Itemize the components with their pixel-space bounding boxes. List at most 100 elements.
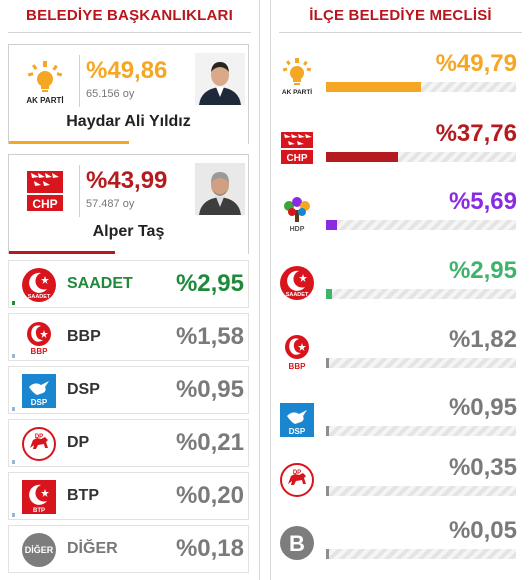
akparti-logo-text: AK PARTİ (282, 88, 312, 96)
party-percent: %0,95 (175, 376, 244, 403)
party-mini-bar (12, 407, 15, 411)
party-percent: %2,95 (175, 270, 244, 297)
diger-logo-text: DİĞER (25, 544, 54, 555)
party-row-dp[interactable]: DP DP %0,21 (8, 419, 249, 467)
party-name: DP (67, 434, 90, 451)
council-bar-track (326, 220, 516, 230)
party-mini-bar (12, 354, 15, 358)
council-percent: %1,82 (448, 326, 517, 353)
council-bar-fill (326, 220, 337, 230)
council-percent: %37,76 (435, 120, 517, 147)
party-row-saadet[interactable]: SAADET SAADET %2,95 (8, 260, 249, 308)
party-mini-bar (12, 301, 15, 305)
council-bar-fill (326, 289, 332, 299)
council-row-hdp[interactable]: HDP %5,69 (271, 184, 530, 250)
council-row-b[interactable]: B %0,05 (271, 513, 530, 579)
candidate-progress-bar (9, 141, 129, 144)
candidate-votes: 57.487 oy (86, 198, 135, 210)
chp-logo-text: CHP (286, 153, 307, 164)
btp-logo-text: BTP (33, 508, 45, 514)
party-percent: %0,21 (175, 429, 244, 456)
chp-logo: CHP (279, 126, 315, 166)
council-bar-track (326, 426, 516, 436)
party-name: DSP (67, 381, 100, 398)
council-bar-fill (326, 549, 329, 559)
council-bar-track (326, 152, 516, 162)
candidate-percent: %43,99 (86, 167, 168, 194)
dp-logo: DP (279, 460, 315, 500)
bbp-logo: BBP (279, 332, 315, 372)
council-bar-fill (326, 358, 329, 368)
dp-logo: DP (21, 426, 57, 462)
b-party-logo: B (279, 523, 315, 563)
party-row-diger[interactable]: DİĞER DİĞER %0,18 (8, 525, 249, 573)
council-bar-track (326, 549, 516, 559)
bbp-logo-text: BBP (289, 362, 307, 371)
saadet-logo-text: SAADET (28, 294, 51, 300)
party-mini-bar (12, 460, 15, 464)
candidate-name: Haydar Ali Yıldız (66, 113, 191, 130)
b-party-logo-text: B (289, 531, 305, 556)
akparti-logo: AK PARTİ (279, 56, 315, 96)
bbp-logo: BBP (21, 320, 57, 356)
party-mini-bar (12, 513, 15, 517)
btp-logo: BTP (21, 479, 57, 515)
party-name: DİĞER (67, 540, 118, 557)
chp-logo: CHP (17, 165, 73, 217)
candidate-name: Alper Taş (92, 223, 165, 240)
candidate-votes: 65.156 oy (86, 88, 135, 100)
dp-logo-text: DP (35, 434, 43, 440)
card-divider (79, 55, 80, 107)
candidate-card-chp[interactable]: CHP %43,99 57.487 oy Alper Taş (8, 154, 249, 254)
party-row-dsp[interactable]: DSP DSP %0,95 (8, 366, 249, 414)
council-row-dsp[interactable]: DSP %0,95 (271, 390, 530, 456)
council-row-chp[interactable]: CHP %37,76 (271, 116, 530, 182)
dsp-logo-text: DSP (31, 398, 48, 407)
council-bar-fill (326, 82, 421, 92)
council-percent: %0,95 (448, 394, 517, 421)
dsp-logo-text: DSP (289, 427, 306, 436)
council-percent: %2,95 (448, 257, 517, 284)
bbp-logo-text: BBP (31, 347, 49, 356)
council-percent: %0,35 (448, 454, 517, 481)
council-percent: %0,05 (448, 517, 517, 544)
council-percent: %5,69 (448, 188, 517, 215)
party-name: SAADET (67, 275, 133, 292)
council-bar-track (326, 82, 516, 92)
party-percent: %0,20 (175, 482, 244, 509)
dsp-logo: DSP (21, 373, 57, 409)
candidate-percent: %49,86 (86, 57, 168, 84)
candidate-photo (195, 163, 245, 215)
card-divider (79, 165, 80, 217)
council-row-saadet[interactable]: SAADET %2,95 (271, 253, 530, 319)
saadet-logo: SAADET (21, 267, 57, 303)
akparti-logo: AK PARTİ (17, 55, 73, 107)
party-row-btp[interactable]: BTP BTP %0,20 (8, 472, 249, 520)
chp-logo-text: CHP (32, 197, 57, 211)
council-row-akparti[interactable]: AK PARTİ %49,79 (271, 46, 530, 112)
akparti-logo-text: AK PARTİ (26, 96, 63, 105)
party-name: BBP (67, 328, 101, 345)
council-results-panel: İLÇE BELEDİYE MECLİSİ AK PARTİ %49,79 (270, 0, 530, 580)
candidate-card-akparti[interactable]: AK PARTİ %49,86 65.156 oy Haydar Ali Yıl… (8, 44, 249, 144)
candidate-progress-bar (9, 251, 115, 254)
title-divider (279, 32, 522, 33)
council-bar-track (326, 486, 516, 496)
hdp-logo: HDP (279, 194, 315, 234)
council-bar-track (326, 358, 516, 368)
council-bar-fill (326, 152, 398, 162)
council-row-bbp[interactable]: BBP %1,82 (271, 322, 530, 388)
council-bar-track (326, 289, 516, 299)
council-results-title: İLÇE BELEDİYE MECLİSİ (309, 7, 492, 24)
dp-logo-text: DP (293, 470, 301, 476)
title-divider (8, 32, 251, 33)
mayoral-results-title: BELEDİYE BAŞKANLIKLARI (26, 7, 233, 24)
party-percent: %0,18 (175, 535, 244, 562)
council-bar-fill (326, 486, 329, 496)
candidate-photo (195, 53, 245, 105)
council-row-dp[interactable]: DP %0,35 (271, 450, 530, 516)
dsp-logo: DSP (279, 400, 315, 440)
saadet-logo: SAADET (279, 263, 315, 303)
party-percent: %1,58 (175, 323, 244, 350)
party-row-bbp[interactable]: BBP BBP %1,58 (8, 313, 249, 361)
